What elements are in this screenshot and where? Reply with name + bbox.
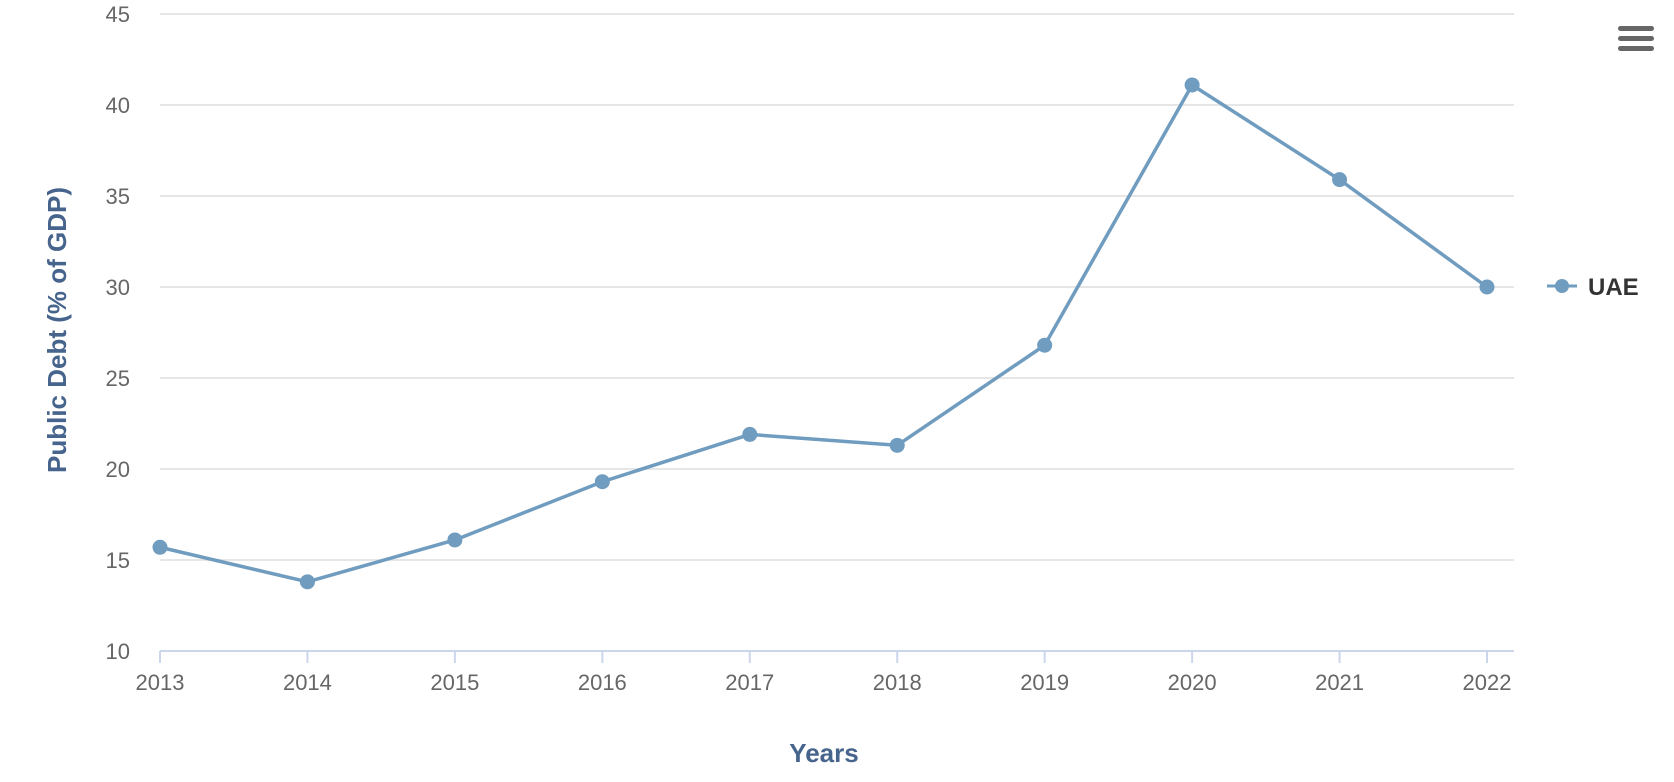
data-point[interactable] (742, 426, 758, 442)
x-tick-label: 2013 (136, 670, 185, 695)
y-tick-label: 25 (106, 366, 130, 391)
data-point[interactable] (1332, 172, 1348, 188)
x-tick-label: 2017 (725, 670, 774, 695)
y-tick-label: 45 (106, 2, 130, 27)
x-tick-label: 2015 (430, 670, 479, 695)
series-layer (152, 77, 1495, 590)
data-point[interactable] (594, 474, 610, 490)
data-point[interactable] (1184, 77, 1200, 93)
legend-label-uae: UAE (1588, 274, 1639, 301)
x-tick-label: 2016 (578, 670, 627, 695)
y-tick-label: 35 (106, 184, 130, 209)
legend[interactable]: UAE (1547, 274, 1639, 301)
y-tick-label: 30 (106, 275, 130, 300)
x-tick-label: 2022 (1463, 670, 1512, 695)
series-line-uae (159, 83, 1489, 584)
x-tick-label: 2021 (1315, 670, 1364, 695)
grid-lines (160, 13, 1514, 561)
data-point[interactable] (447, 532, 463, 548)
x-tick-label: 2014 (283, 670, 332, 695)
data-point[interactable] (1479, 279, 1495, 295)
y-axis-ticks: 10 15 20 25 30 35 40 45 (106, 2, 130, 664)
data-point[interactable] (889, 437, 905, 453)
x-axis-title: Years (789, 738, 858, 768)
data-point[interactable] (299, 574, 315, 590)
y-tick-label: 40 (106, 93, 130, 118)
data-point[interactable] (152, 539, 168, 555)
hamburger-menu-icon[interactable] (1618, 26, 1654, 52)
x-tick-label: 2020 (1168, 670, 1217, 695)
x-axis: 2013 2014 2015 2016 2017 2018 2019 2020 2021 2022 (136, 650, 1514, 695)
y-tick-label: 10 (106, 639, 130, 664)
y-axis-title: Public Debt (% of GDP) (42, 187, 72, 473)
y-tick-label: 20 (106, 457, 130, 482)
legend-marker (1555, 279, 1569, 293)
x-tick-label: 2018 (873, 670, 922, 695)
y-tick-label: 15 (106, 548, 130, 573)
data-point[interactable] (1037, 337, 1053, 353)
x-tick-label: 2019 (1020, 670, 1069, 695)
